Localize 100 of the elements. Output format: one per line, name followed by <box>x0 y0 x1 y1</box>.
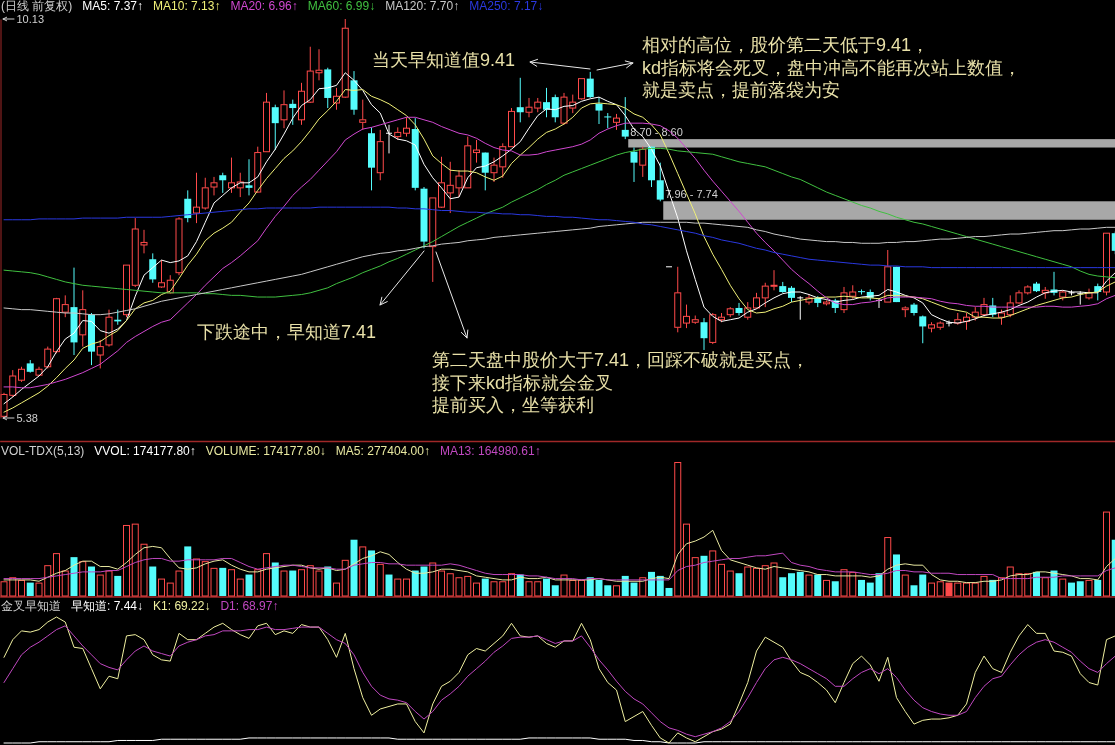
bar <box>709 550 717 597</box>
candlestick <box>586 71 594 99</box>
bar <box>123 524 130 597</box>
bar <box>324 566 332 596</box>
text: MA5: 277404.00↑ <box>335 444 430 458</box>
chart-title: (日线 前复权) <box>1 0 73 13</box>
bar <box>665 587 673 596</box>
bar <box>26 582 34 596</box>
bar <box>219 567 227 596</box>
candlestick <box>735 302 743 317</box>
bar <box>438 570 445 597</box>
bar <box>114 575 122 596</box>
candlestick <box>595 96 603 125</box>
text: VVOL: 174177.80↑ <box>94 444 196 458</box>
chart-title: 金叉早知道 <box>1 599 61 613</box>
bar <box>796 571 804 596</box>
bar <box>411 570 419 596</box>
bar <box>613 585 620 597</box>
annotation: 相对的高位，股价第二天低于9.41，kd指标将会死叉，盘中冲高不能再次站上数值，就是卖点，提前落袋为安 <box>642 35 1022 100</box>
candlestick <box>280 89 288 129</box>
bar <box>289 570 297 596</box>
candlestick <box>858 288 865 296</box>
bar <box>228 569 235 597</box>
bar <box>726 570 734 597</box>
bar <box>875 573 883 596</box>
bar <box>963 582 970 597</box>
text: MA120: 7.70↑ <box>385 0 460 13</box>
bar <box>578 579 585 597</box>
bar <box>88 566 95 596</box>
bar <box>385 574 393 596</box>
bar <box>61 570 69 597</box>
bar <box>350 539 358 596</box>
bar <box>928 582 935 597</box>
bar <box>1041 577 1049 597</box>
annotation: 当天早知道值9.41 <box>372 50 516 70</box>
bar <box>420 566 428 596</box>
bar <box>184 546 192 596</box>
candlestick <box>621 96 629 140</box>
line-series <box>3 147 1115 298</box>
y-tick-label: 10.13 <box>16 13 45 26</box>
bar <box>551 585 559 596</box>
text: MA250: 7.17↓ <box>469 0 544 13</box>
candlestick <box>245 158 253 196</box>
text: VOLUME: 174177.80↓ <box>205 444 326 458</box>
bar <box>333 582 340 597</box>
bar <box>429 562 437 597</box>
bar <box>70 557 78 596</box>
candlestick <box>700 317 708 351</box>
candlestick <box>184 189 192 223</box>
bar <box>683 523 690 597</box>
bar <box>481 578 489 596</box>
text: MA20: 6.96↑ <box>230 0 298 13</box>
text: MA5: 7.37↑ <box>82 0 144 13</box>
bar <box>403 578 410 597</box>
bar <box>884 537 892 597</box>
bar <box>543 578 550 596</box>
bar <box>814 574 822 596</box>
bar <box>998 577 1005 597</box>
bar <box>79 561 87 597</box>
candlestick <box>175 216 183 276</box>
candlestick <box>516 77 524 123</box>
bar <box>1085 579 1093 597</box>
text: MA60: 6.99↓ <box>307 0 376 13</box>
bar <box>53 553 60 597</box>
bar <box>674 462 682 597</box>
bar <box>368 550 375 596</box>
bar <box>516 574 524 596</box>
line-series <box>3 221 1115 316</box>
bar <box>263 553 270 597</box>
text: MA10: 7.13↑ <box>153 0 221 13</box>
annotation: 提前买入，坐等获利 <box>432 395 594 415</box>
text: MA13: 164980.61↑ <box>439 444 541 458</box>
candlestick <box>656 162 664 202</box>
bar <box>254 569 262 597</box>
candlestick <box>796 295 804 321</box>
bar <box>18 579 25 597</box>
bar <box>823 579 830 597</box>
bar <box>359 546 367 597</box>
candlestick <box>219 172 227 194</box>
bar <box>341 559 349 597</box>
bar <box>718 563 725 597</box>
candlestick <box>543 87 550 118</box>
candlestick <box>919 315 927 344</box>
bar <box>245 574 253 596</box>
bar <box>901 574 909 597</box>
bar <box>630 582 638 596</box>
candlestick <box>289 99 297 126</box>
chart-title: VOL-TDX(5,13) <box>1 444 85 458</box>
annotation: 下跌途中，早知道7.41 <box>197 322 377 342</box>
bar <box>735 573 743 596</box>
bar <box>1059 578 1067 597</box>
bar <box>831 581 839 596</box>
bar <box>193 558 200 597</box>
candlestick <box>604 112 612 129</box>
candlestick <box>149 252 157 284</box>
bar <box>1033 571 1040 596</box>
series-label: D1: 68.97↑ <box>220 599 279 613</box>
bar <box>989 579 997 596</box>
y-tick-label: 5.38 <box>16 412 38 425</box>
bar <box>298 569 305 597</box>
